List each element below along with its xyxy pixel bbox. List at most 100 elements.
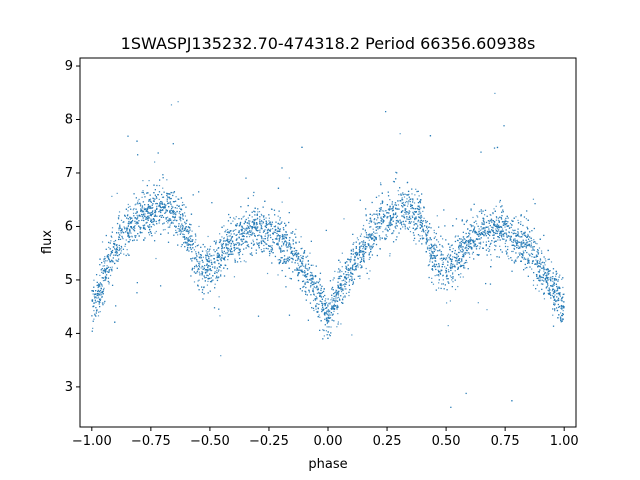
data-point: [303, 274, 306, 277]
data-point: [290, 252, 292, 254]
data-point: [515, 259, 517, 261]
data-point: [207, 270, 209, 272]
data-point: [149, 226, 151, 228]
data-point: [505, 240, 507, 242]
data-point: [278, 238, 281, 240]
data-point: [383, 210, 385, 212]
data-point: [251, 216, 253, 218]
data-point: [438, 264, 440, 266]
data-point: [214, 262, 216, 264]
data-point: [342, 299, 344, 301]
data-point: [522, 250, 524, 252]
data-point: [137, 217, 139, 219]
data-point: [414, 211, 417, 213]
data-point: [108, 258, 110, 260]
data-point: [386, 216, 388, 218]
data-point: [356, 257, 359, 259]
data-point: [553, 290, 555, 292]
data-point: [101, 277, 103, 279]
data-point: [504, 226, 506, 228]
data-point: [254, 227, 256, 229]
data-point: [479, 246, 481, 248]
data-point: [334, 270, 336, 273]
data-point: [548, 292, 551, 295]
data-point: [462, 276, 464, 278]
data-point: [386, 235, 388, 238]
data-point: [233, 276, 236, 278]
data-point: [378, 207, 381, 209]
data-point: [190, 275, 192, 277]
data-point: [408, 226, 411, 228]
data-point: [101, 302, 104, 304]
data-point: [215, 277, 217, 279]
data-point: [281, 233, 284, 236]
data-point: [337, 313, 339, 315]
data-point: [460, 264, 462, 266]
data-point: [96, 297, 98, 299]
data-point: [464, 241, 466, 244]
data-point: [365, 236, 367, 238]
data-point: [468, 235, 470, 237]
data-point: [292, 243, 294, 245]
data-point: [369, 270, 371, 272]
data-point: [220, 274, 222, 276]
data-point: [157, 152, 159, 154]
data-point: [284, 222, 286, 224]
data-point: [427, 264, 429, 267]
data-point: [283, 262, 285, 264]
data-point: [520, 245, 522, 247]
data-point: [317, 287, 319, 289]
data-point: [342, 292, 344, 295]
data-point: [517, 231, 519, 233]
data-point: [253, 226, 255, 228]
data-point: [536, 284, 538, 286]
data-point: [469, 239, 471, 242]
data-point: [359, 256, 361, 259]
data-point: [448, 271, 450, 273]
data-point: [472, 239, 474, 241]
data-point: [469, 233, 471, 235]
data-point: [450, 276, 453, 278]
data-point: [226, 253, 228, 255]
data-point: [441, 259, 443, 261]
data-point: [375, 238, 377, 241]
data-point: [457, 240, 459, 242]
data-point: [213, 249, 215, 251]
data-point: [396, 215, 398, 217]
data-point: [154, 232, 156, 234]
data-point: [301, 261, 303, 263]
data-point: [518, 252, 520, 254]
data-point: [150, 226, 153, 228]
data-point: [429, 259, 431, 261]
data-point: [293, 250, 295, 252]
data-point: [375, 213, 377, 215]
data-point: [423, 217, 425, 219]
data-point: [179, 207, 181, 209]
data-point: [438, 275, 440, 277]
data-point: [478, 248, 481, 250]
data-point: [330, 308, 333, 310]
data-point: [546, 274, 548, 277]
data-point: [318, 291, 320, 293]
data-point: [498, 224, 500, 226]
data-point: [344, 288, 346, 290]
data-point: [220, 258, 222, 260]
data-point: [454, 288, 457, 291]
data-point: [136, 216, 139, 218]
data-point: [535, 259, 537, 261]
data-point: [271, 245, 273, 247]
data-point: [260, 225, 262, 227]
data-point: [460, 259, 463, 261]
data-point: [314, 298, 316, 300]
data-point: [226, 236, 229, 238]
data-point: [550, 261, 553, 263]
data-point: [469, 224, 471, 226]
data-point: [513, 244, 515, 247]
data-point: [295, 256, 298, 258]
data-point: [387, 226, 390, 228]
data-point: [345, 288, 347, 290]
data-point: [144, 216, 146, 218]
data-point: [432, 283, 435, 285]
data-point: [311, 284, 314, 286]
data-point: [185, 226, 187, 228]
